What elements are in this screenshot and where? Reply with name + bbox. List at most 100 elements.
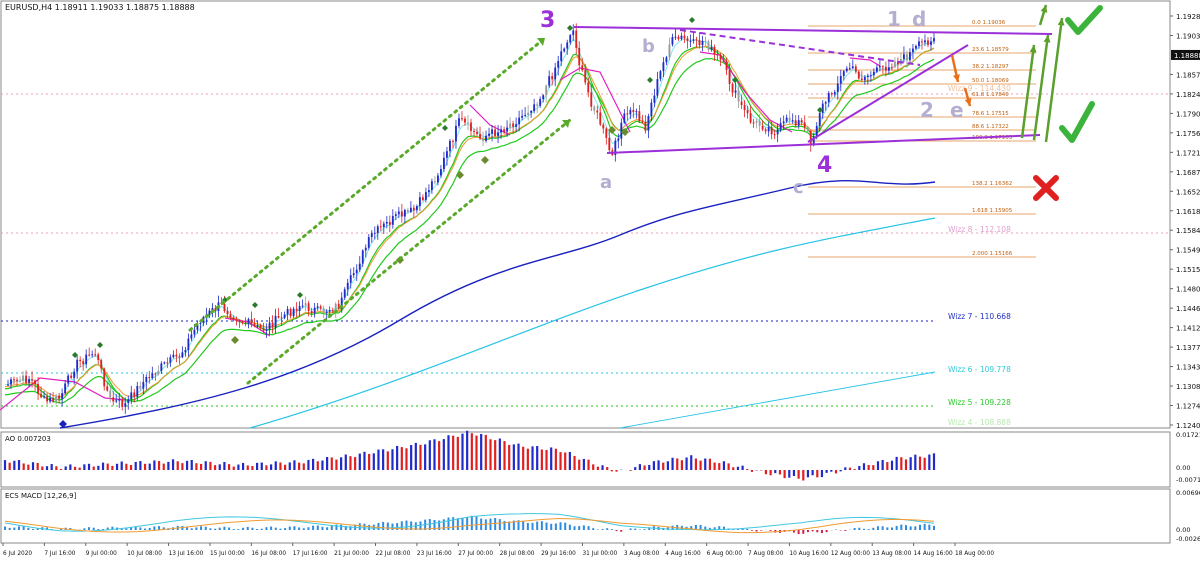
candle-body	[376, 226, 379, 233]
candle-body	[464, 118, 466, 123]
indicator-axes: 0.0172160.00-0.0071570.0069660.00-0.0026…	[1176, 431, 1200, 543]
candle-body	[452, 140, 454, 142]
candle-body	[316, 306, 319, 308]
candle-body	[476, 132, 478, 135]
candle-body	[55, 395, 58, 402]
candle-body	[139, 386, 142, 389]
candle-body	[767, 127, 770, 132]
candle-body	[749, 113, 752, 123]
wave-b-d-line	[679, 29, 921, 66]
candle-body	[761, 125, 764, 130]
candle-body	[94, 354, 97, 356]
time-tick-label: 9 Jul 00:00	[86, 551, 117, 557]
candle-body	[184, 350, 187, 353]
candle-body	[488, 133, 490, 136]
candle-body	[133, 392, 136, 397]
candle-body	[854, 66, 857, 72]
price-tick-label: 1.17560	[1176, 130, 1200, 138]
candle-body	[677, 36, 680, 40]
time-tick-label: 18 Aug 00:00	[955, 551, 994, 557]
candle-body	[668, 44, 671, 58]
candle-body	[379, 226, 382, 228]
price-tick-label: 1.17900	[1176, 110, 1200, 118]
candle-body	[232, 317, 235, 320]
wizz-levels: Wizz 9 - 114.430 Wizz 8 - 112.108 Wizz 7 -…	[948, 84, 1011, 427]
candle-body	[124, 403, 127, 407]
time-tick-label: 16 Jul 08:00	[251, 551, 286, 557]
candle-body	[665, 57, 668, 63]
candle-body	[692, 39, 695, 41]
wave-c-e-line	[807, 44, 969, 143]
price-tick-label: 1.18579	[1176, 71, 1200, 79]
candle-body	[566, 42, 569, 49]
candle-body	[803, 122, 806, 128]
candle-body	[319, 306, 322, 309]
magenta-ma-segment	[559, 67, 631, 133]
candle-body	[605, 128, 608, 138]
wave-label-a: a	[600, 172, 612, 193]
candle-body	[175, 354, 178, 357]
candle-body	[229, 314, 232, 318]
elliott-wave-labels: 3 4 a b c 1 d 2 e	[540, 7, 964, 198]
candle-body	[578, 47, 581, 66]
candle-body	[115, 400, 118, 402]
candle-body	[518, 117, 521, 125]
candle-body	[178, 356, 181, 358]
candle-body	[187, 338, 190, 351]
price-tick-label: 1.16870	[1176, 169, 1200, 177]
candle-body	[331, 310, 334, 312]
candle-body	[397, 211, 400, 215]
candle-body	[719, 55, 722, 60]
candle-body	[88, 354, 91, 356]
forecast-arrows	[950, 4, 1103, 201]
time-tick-label: 27 Jul 00:00	[458, 551, 493, 557]
candle-body	[142, 381, 145, 389]
candle-body	[430, 181, 433, 191]
price-tick-label: 1.16180	[1176, 208, 1200, 216]
candle-body	[887, 67, 890, 71]
candle-body	[881, 66, 884, 68]
candle-body	[253, 323, 256, 326]
candle-body	[596, 110, 599, 113]
candle-body	[13, 379, 15, 381]
wave-label-two: 2	[920, 98, 934, 122]
candle-body	[76, 359, 79, 372]
candle-body	[728, 70, 731, 84]
candle-body	[301, 305, 304, 307]
macd-axis-label: 0.006966	[1176, 489, 1200, 497]
candle-body	[58, 395, 61, 399]
candle-body	[794, 120, 797, 126]
candle-body	[73, 371, 76, 378]
diamond-marker	[59, 420, 67, 428]
candle-body	[458, 118, 460, 126]
candle-body	[824, 102, 827, 104]
check-icon	[1065, 5, 1103, 35]
candle-body	[740, 101, 743, 105]
ao-histogram	[3, 430, 936, 481]
candle-body	[918, 41, 920, 46]
price-tick-label: 1.15840	[1176, 227, 1200, 235]
candle-body	[590, 92, 593, 107]
candle-body	[933, 38, 935, 42]
fib-label: 61.8 1.17840	[972, 92, 1009, 98]
candle-body	[172, 354, 175, 358]
candle-body	[28, 379, 30, 383]
candle-body	[286, 308, 289, 315]
candle-body	[635, 111, 638, 113]
trend-lines	[188, 26, 1053, 385]
candle-body	[61, 393, 64, 399]
candle-body	[118, 399, 121, 401]
candle-body	[34, 380, 36, 384]
wave-label-one: 1	[887, 7, 901, 31]
small-diamond-marker	[732, 77, 738, 83]
candle-body	[845, 68, 848, 72]
candle-body	[671, 37, 674, 45]
price-tick-label: 1.13080	[1176, 383, 1200, 391]
price-tick-label: 1.19280	[1176, 13, 1200, 21]
candle-body	[485, 135, 487, 141]
candle-body	[85, 354, 88, 365]
candle-body	[575, 30, 578, 48]
candle-body	[343, 289, 346, 298]
candle-body	[704, 40, 707, 42]
candle-body	[503, 129, 506, 132]
